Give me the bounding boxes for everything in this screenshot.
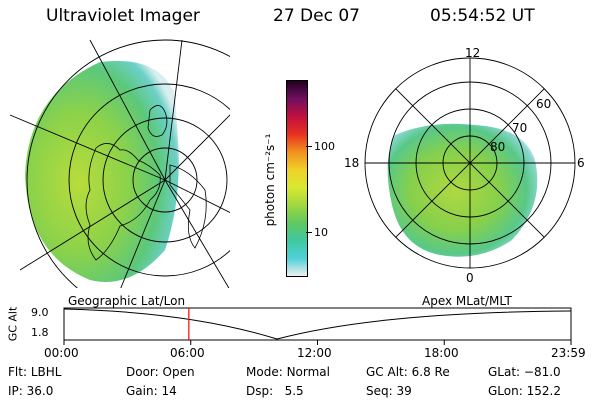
timeline-xtick-1200: 12:00 xyxy=(297,346,332,360)
date-display: 27 Dec 07 xyxy=(273,6,360,26)
mlat-label-80: 80 xyxy=(490,140,506,154)
colorbar-tick-10 xyxy=(306,232,312,233)
mlt-label-18: 18 xyxy=(344,156,360,170)
mlat-label-60: 60 xyxy=(536,97,552,111)
timeline-axis-label: GC Alt xyxy=(6,306,20,342)
geographic-caption: Geographic Lat/Lon xyxy=(68,294,186,308)
timeline-ytick-max: 9.0 xyxy=(31,306,49,319)
status-glat: GLat: −81.0 xyxy=(488,365,561,379)
polar-plot xyxy=(364,57,576,269)
mlat-label-70: 70 xyxy=(512,121,528,135)
status-glon: GLon: 152.2 xyxy=(488,384,561,398)
status-ip: IP: 36.0 xyxy=(8,384,54,398)
colorbar-label-100: 100 xyxy=(314,140,335,153)
status-seq: Seq: 39 xyxy=(366,384,412,398)
mlt-label-0: 0 xyxy=(466,271,474,285)
status-mode: Mode: Normal xyxy=(246,365,330,379)
status-gain: Gain: 14 xyxy=(126,384,177,398)
colorbar-label-10: 10 xyxy=(314,226,328,239)
timeline-ytick-min: 1.8 xyxy=(31,326,49,339)
app-title: Ultraviolet Imager xyxy=(46,6,200,26)
status-door: Door: Open xyxy=(126,365,195,379)
timeline-xtick-2359: 23:59 xyxy=(551,346,586,360)
status-dsp: Dsp: 5.5 xyxy=(246,384,304,398)
timeline-xtick-0000: 00:00 xyxy=(44,346,79,360)
colorbar xyxy=(286,80,308,277)
mlt-label-6: 6 xyxy=(577,156,585,170)
colorbar-unit-label: photon cm⁻²s⁻¹ xyxy=(263,133,277,227)
status-filter: Flt: LBHL xyxy=(8,365,62,379)
status-gc-alt: GC Alt: 6.8 Re xyxy=(366,365,450,379)
time-display: 05:54:52 UT xyxy=(430,6,535,26)
timeline-xtick-1800: 18:00 xyxy=(424,346,459,360)
timeline-xtick-0600: 06:00 xyxy=(170,346,205,360)
colorbar-tick-100 xyxy=(306,146,312,147)
altitude-timeline xyxy=(63,307,572,345)
mlt-label-12: 12 xyxy=(465,46,481,60)
apex-caption: Apex MLat/MLT xyxy=(422,294,512,308)
